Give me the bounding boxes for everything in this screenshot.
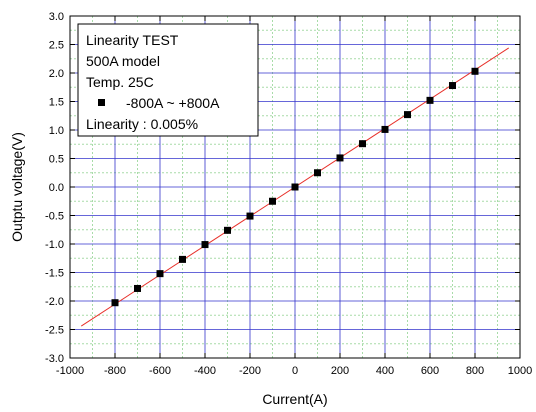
y-tick-label: 2.5 [49, 40, 64, 52]
data-point [246, 212, 254, 220]
x-tick-label: -400 [194, 365, 216, 377]
y-tick-label: 1.5 [49, 97, 64, 109]
tick-marks [69, 15, 521, 359]
y-tick-label: 1.0 [49, 125, 64, 137]
data-point [269, 197, 276, 205]
legend-annotation-title: Linearity TEST [86, 32, 179, 48]
data-point [336, 154, 344, 162]
data-point [426, 96, 434, 104]
x-tick-label: 1000 [508, 365, 532, 377]
y-tick-label: -2.0 [45, 296, 64, 308]
x-axis-title: Current(A) [262, 391, 327, 407]
data-point [381, 125, 389, 133]
y-tick-label: -1.0 [45, 239, 64, 251]
x-tick-label: -1000 [56, 365, 84, 377]
x-tick-label: 600 [421, 365, 439, 377]
x-tick-label: 800 [466, 365, 484, 377]
y-tick-label: -3.0 [45, 353, 64, 365]
x-tick-label: -800 [104, 365, 126, 377]
y-tick-labels: 3.0 2.5 2.0 1.5 1.0 0.5 0.0 -0.5 -1.0 -1.5 -2.0 -2.… [45, 11, 64, 365]
x-tick-label: 400 [376, 365, 394, 377]
data-point [224, 226, 231, 234]
data-point [134, 284, 141, 292]
data-points-layer [111, 67, 479, 307]
data-point [179, 255, 186, 263]
x-tick-label: -600 [149, 365, 171, 377]
x-tick-labels: -1000 -800 -600 -400 -200 0 200 400 600 800 1000 [56, 365, 532, 377]
legend-frame [77, 23, 259, 137]
x-tick-label: 0 [292, 365, 298, 377]
legend-annotation-model: 500A model [86, 53, 160, 69]
y-axis-title: Outptu voltage(V) [9, 132, 25, 242]
y-tick-label: 0.0 [49, 182, 64, 194]
data-point [404, 111, 411, 119]
y-tick-label: 0.5 [49, 154, 64, 166]
y-tick-label: 3.0 [49, 11, 64, 23]
data-point [111, 299, 119, 307]
x-tick-label: -200 [239, 365, 261, 377]
legend-series-label: -800A ~ +800A [126, 95, 220, 111]
data-point [471, 67, 479, 75]
data-point [449, 82, 456, 90]
data-point [156, 270, 164, 278]
y-tick-label: -0.5 [45, 211, 64, 223]
legend-box: Linearity TEST 500A model Temp. 25C -800… [77, 23, 259, 137]
x-tick-label: 200 [331, 365, 349, 377]
data-point [359, 140, 366, 148]
legend-series-marker [98, 99, 105, 106]
y-tick-label: 2.0 [49, 68, 64, 80]
data-point [201, 241, 209, 249]
y-tick-label: -1.5 [45, 268, 64, 280]
data-point [291, 183, 299, 191]
data-point [314, 169, 321, 177]
legend-annotation-temperature: Temp. 25C [86, 74, 154, 90]
y-tick-label: -2.5 [45, 325, 64, 337]
legend-linearity-note: Linearity : 0.005% [86, 116, 198, 132]
